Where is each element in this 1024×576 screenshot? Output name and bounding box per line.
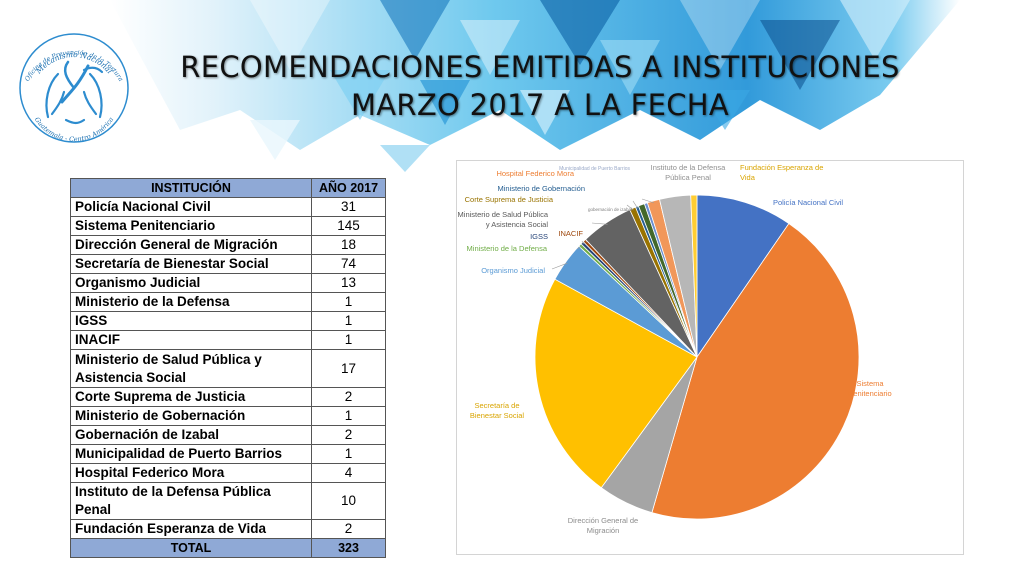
institution-name: Gobernación de Izabal: [70, 425, 312, 445]
table-row: Municipalidad de Puerto Barrios 1: [70, 444, 386, 464]
pie-slice: [651, 223, 860, 520]
table-row: Secretaría de Bienestar Social 74: [70, 254, 386, 274]
institution-count: 4: [311, 463, 386, 483]
pie-slice: [696, 194, 790, 359]
institution-logo: Mecanismo Nacional Oficina de Prevención…: [19, 33, 129, 143]
table-row: INACIF 1: [70, 330, 386, 350]
table-total-row: TOTAL 323: [70, 538, 386, 558]
table-row: Ministerio de Gobernación 1: [70, 406, 386, 426]
total-value: 323: [311, 538, 386, 558]
slice-label: Ministerio de Gobernación: [497, 184, 585, 193]
institution-count: 10: [311, 482, 386, 520]
institution-count: 74: [311, 254, 386, 274]
table-row: Policía Nacional Civil 31: [70, 197, 386, 217]
slice-label: Fundación Esperanza de Vida: [740, 163, 823, 182]
institution-count: 13: [311, 273, 386, 293]
institution-name: Policía Nacional Civil: [70, 197, 312, 217]
institution-count: 1: [311, 330, 386, 350]
institution-count: 31: [311, 197, 386, 217]
slice-label: Secretaría de Bienestar Social: [470, 401, 525, 420]
slice-label: gobernación de izabal: [588, 207, 632, 212]
slice-label: Policía Nacional Civil: [773, 198, 843, 207]
institution-name: Corte Suprema de Justicia: [70, 387, 312, 407]
institution-name: Secretaría de Bienestar Social: [70, 254, 312, 274]
institution-count: 145: [311, 216, 386, 236]
institution-count: 1: [311, 292, 386, 312]
slice-label: Ministerio de Salud Pública y Asistencia …: [458, 210, 549, 229]
pie-slice: [534, 278, 698, 489]
total-label: TOTAL: [70, 538, 312, 558]
header-banner: [0, 0, 1024, 175]
slice-label: Organismo Judicial: [481, 266, 545, 275]
table-header-row: INSTITUCIÓN AÑO 2017: [70, 178, 386, 198]
institution-count: 1: [311, 406, 386, 426]
slice-label: Corte Suprema de Justicia: [465, 195, 554, 204]
institution-name: Hospital Federico Mora: [70, 463, 312, 483]
table-row: Corte Suprema de Justicia 2: [70, 387, 386, 407]
institution-count: 18: [311, 235, 386, 255]
institution-name: Municipalidad de Puerto Barrios: [70, 444, 312, 464]
institution-name: Sistema Penitenciario: [70, 216, 312, 236]
slice-label: Ministerio de la Defensa: [467, 244, 548, 253]
institution-name: Instituto de la Defensa Pública Penal: [70, 482, 312, 520]
institution-count: 1: [311, 444, 386, 464]
institution-count: 2: [311, 425, 386, 445]
table-row: Instituto de la Defensa Pública Penal 10: [70, 482, 386, 520]
institution-name: Ministerio de la Defensa: [70, 292, 312, 312]
slice-label: INACIF: [558, 229, 583, 238]
institution-count: 1: [311, 311, 386, 331]
table-row: Gobernación de Izabal 2: [70, 425, 386, 445]
table-row: Sistema Penitenciario 145: [70, 216, 386, 236]
table-row: Dirección General de Migración 18: [70, 235, 386, 255]
slice-label: Sistema Penitenciario: [848, 379, 891, 398]
institution-name: Fundación Esperanza de Vida: [70, 519, 312, 539]
pie-slice: [690, 194, 698, 358]
slice-label: Instituto de la Defensa Pública Penal: [651, 163, 726, 182]
institution-name: INACIF: [70, 330, 312, 350]
leader-line: [551, 262, 568, 270]
slice-label: Hospital Federico Mora: [496, 169, 574, 178]
institution-count: 2: [311, 519, 386, 539]
table-row: Fundación Esperanza de Vida 2: [70, 519, 386, 539]
pie-chart: Policía Nacional Civil Sistema Penitenciar…: [458, 163, 892, 535]
leader-line: [641, 198, 655, 204]
institution-name: Dirección General de Migración: [70, 235, 312, 255]
dove-icon: [45, 60, 104, 125]
slice-label: Dirección General de Migración: [568, 516, 638, 535]
leader-line: [591, 222, 608, 225]
page-title-line-2: MARZO 2017 A LA FECHA: [350, 88, 730, 122]
slice-label: IGSS: [530, 232, 548, 241]
recommendations-table: INSTITUCIÓN AÑO 2017 Policía Nacional Ci…: [70, 178, 386, 558]
leader-line: [626, 204, 634, 211]
slice-label: Municipalidad de Puerto Barrios: [559, 166, 630, 172]
institution-name: Ministerio de Salud Pública y Asistencia…: [70, 349, 312, 388]
leader-line: [632, 200, 639, 209]
table-row: Organismo Judicial 13: [70, 273, 386, 293]
leader-line: [581, 240, 584, 245]
header-year: AÑO 2017: [311, 178, 386, 198]
institution-name: IGSS: [70, 311, 312, 331]
institution-count: 2: [311, 387, 386, 407]
institution-name: Organismo Judicial: [70, 273, 312, 293]
table-row: Ministerio de Salud Pública y Asistencia…: [70, 349, 386, 388]
page-title-line-1: RECOMENDACIONES EMITIDAS A INSTITUCIONES: [180, 50, 900, 84]
table-row: Ministerio de la Defensa 1: [70, 292, 386, 312]
institution-name: Ministerio de Gobernación: [70, 406, 312, 426]
leader-line: [576, 246, 582, 250]
table-row: IGSS 1: [70, 311, 386, 331]
header-institution: INSTITUCIÓN: [70, 178, 312, 198]
table-row: Hospital Federico Mora 4: [70, 463, 386, 483]
institution-count: 17: [311, 349, 386, 388]
pie-chart-panel: Policía Nacional Civil Sistema Penitenciar…: [456, 160, 964, 555]
